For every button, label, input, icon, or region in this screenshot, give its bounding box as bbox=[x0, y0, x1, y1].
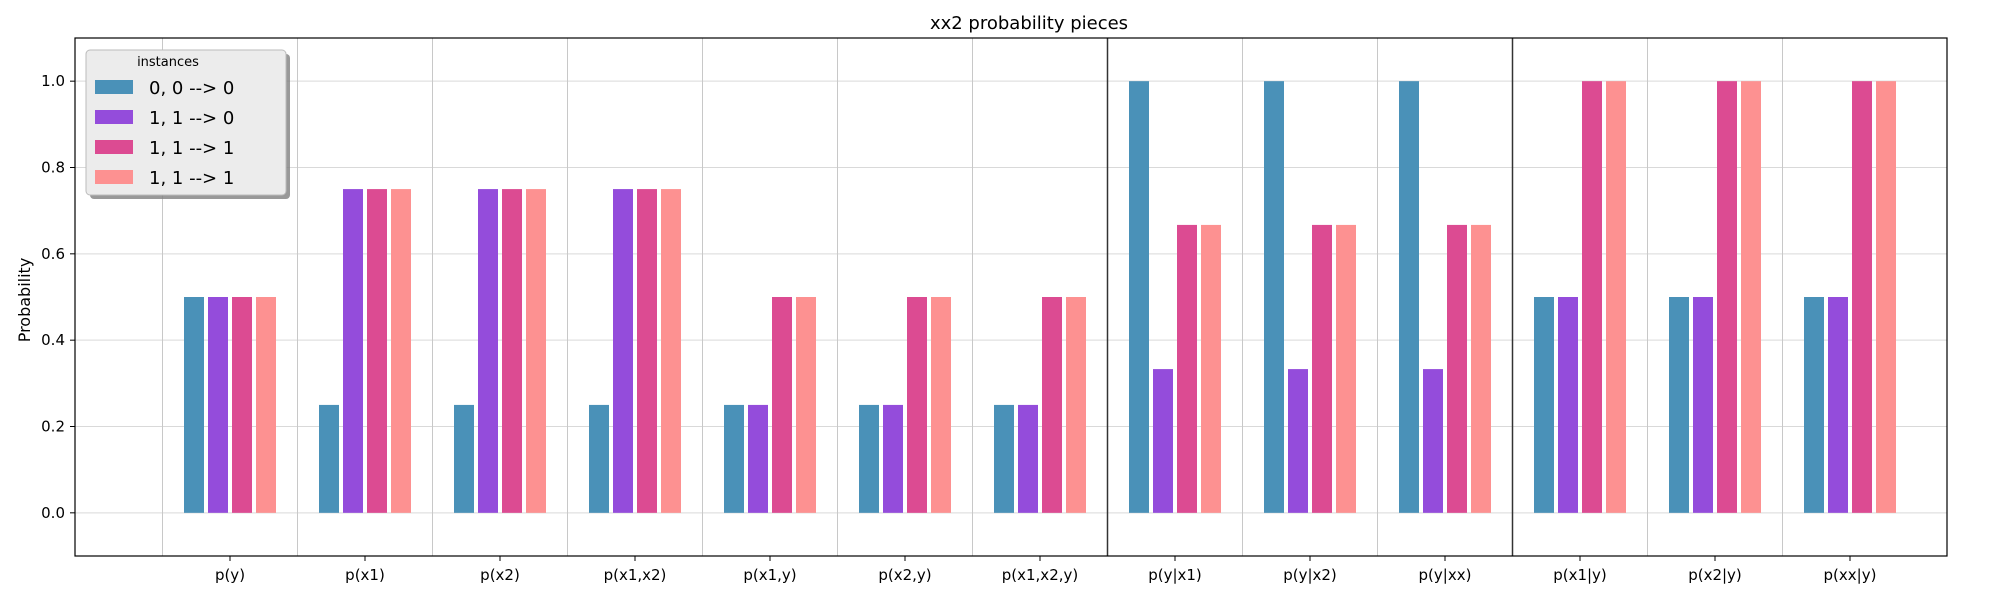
bar bbox=[454, 404, 474, 513]
legend-swatch bbox=[95, 80, 133, 94]
separators-layer bbox=[1106, 38, 1514, 556]
bar bbox=[637, 189, 657, 513]
bar bbox=[1804, 297, 1824, 513]
bar bbox=[1264, 81, 1284, 513]
bar bbox=[1336, 224, 1356, 513]
x-tick-label: p(x1,x2,y) bbox=[1002, 566, 1078, 584]
bar bbox=[1717, 81, 1737, 513]
legend-swatch bbox=[95, 170, 133, 184]
bar bbox=[1741, 81, 1761, 513]
bar bbox=[1153, 369, 1173, 513]
bar bbox=[208, 297, 228, 513]
y-tick-label: 0.8 bbox=[41, 159, 65, 177]
legend-items: 0, 0 --> 0 1, 1 --> 0 1, 1 --> 1 1, 1 --> 1 bbox=[95, 78, 234, 189]
bar bbox=[1582, 81, 1602, 513]
bar bbox=[661, 189, 681, 513]
y-ticks: 0.0 0.2 0.4 0.6 0.8 1.0 bbox=[41, 72, 75, 522]
x-tick-label: p(x1,y) bbox=[743, 566, 796, 584]
x-tick-label: p(x1|y) bbox=[1553, 566, 1607, 584]
bar bbox=[772, 297, 792, 513]
x-tick-label: p(y|x2) bbox=[1283, 566, 1337, 584]
bar bbox=[184, 297, 204, 513]
bar bbox=[256, 297, 276, 513]
x-tick-label: p(x2|y) bbox=[1688, 566, 1742, 584]
bar bbox=[1129, 81, 1149, 513]
bar bbox=[859, 404, 879, 513]
y-tick-label: 1.0 bbox=[41, 72, 65, 90]
y-tick-label: 0.2 bbox=[41, 418, 65, 436]
bar bbox=[1606, 81, 1626, 513]
bar bbox=[796, 297, 816, 513]
bar bbox=[589, 404, 609, 513]
plot-frame bbox=[74, 37, 1948, 557]
bar bbox=[1471, 224, 1491, 513]
legend-title: instances bbox=[137, 55, 199, 70]
bar bbox=[1447, 224, 1467, 513]
bar bbox=[724, 404, 744, 513]
x-tick-label: p(xx|y) bbox=[1824, 566, 1877, 584]
bar bbox=[502, 189, 522, 513]
bars-layer bbox=[184, 81, 1896, 513]
bar bbox=[1534, 297, 1554, 513]
bar bbox=[1201, 224, 1221, 513]
bar bbox=[883, 404, 903, 513]
bar bbox=[526, 189, 546, 513]
y-axis-label: Probability bbox=[15, 258, 34, 343]
bar bbox=[1693, 297, 1713, 513]
legend-swatch bbox=[95, 110, 133, 124]
bar bbox=[907, 297, 927, 513]
bar bbox=[391, 189, 411, 513]
bar bbox=[1852, 81, 1872, 513]
x-tick-label: p(x1,x2) bbox=[604, 566, 667, 584]
x-tick-label: p(x1) bbox=[345, 566, 385, 584]
chart-title: xx2 probability pieces bbox=[930, 13, 1128, 34]
bar bbox=[343, 189, 363, 513]
bar bbox=[1288, 369, 1308, 513]
legend-label: 1, 1 --> 1 bbox=[149, 138, 234, 159]
bar bbox=[1876, 81, 1896, 513]
x-tick-label: p(y|xx) bbox=[1419, 566, 1472, 584]
bar bbox=[1399, 81, 1419, 513]
bar bbox=[1066, 297, 1086, 513]
bar bbox=[1312, 224, 1332, 513]
bar bbox=[613, 189, 633, 513]
bar bbox=[1042, 297, 1062, 513]
bar bbox=[931, 297, 951, 513]
x-tick-label: p(x2,y) bbox=[878, 566, 931, 584]
bar bbox=[1177, 224, 1197, 513]
x-tick-label: p(y) bbox=[215, 566, 245, 584]
bar bbox=[748, 404, 768, 513]
legend-label: 1, 1 --> 0 bbox=[149, 108, 234, 129]
bar bbox=[319, 404, 339, 513]
y-tick-label: 0.0 bbox=[41, 504, 65, 522]
y-tick-label: 0.4 bbox=[41, 331, 65, 349]
bar bbox=[367, 189, 387, 513]
bar bbox=[1423, 369, 1443, 513]
bar bbox=[232, 297, 252, 513]
legend-swatch bbox=[95, 140, 133, 154]
x-tick-label: p(y|x1) bbox=[1148, 566, 1202, 584]
bar bbox=[1828, 297, 1848, 513]
bar bbox=[478, 189, 498, 513]
legend-box bbox=[85, 49, 287, 196]
bar bbox=[994, 404, 1014, 513]
x-tick-label: p(x2) bbox=[480, 566, 520, 584]
legend: instances 0, 0 --> 0 1, 1 --> 0 1, 1 --> 1… bbox=[85, 49, 290, 199]
x-ticks: p(y) p(x1) p(x2) p(x1,x2) p(x1,y) p(x2,y) p(x1… bbox=[215, 556, 1877, 584]
bar bbox=[1018, 404, 1038, 513]
bar bbox=[1669, 297, 1689, 513]
legend-label: 0, 0 --> 0 bbox=[149, 78, 234, 99]
y-tick-label: 0.6 bbox=[41, 245, 65, 263]
legend-label: 1, 1 --> 1 bbox=[149, 168, 234, 189]
bar bbox=[1558, 297, 1578, 513]
